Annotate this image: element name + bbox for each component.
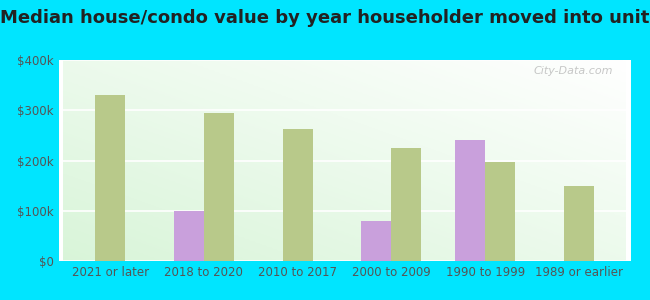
Text: City-Data.com: City-Data.com (534, 66, 614, 76)
Bar (204, 113, 234, 261)
Bar (485, 162, 515, 261)
Bar (95, 95, 125, 261)
Bar (455, 140, 485, 261)
Bar (564, 186, 594, 261)
Text: Median house/condo value by year householder moved into unit: Median house/condo value by year househo… (0, 9, 650, 27)
Bar (174, 211, 204, 261)
Bar (391, 148, 421, 261)
Bar (283, 129, 313, 261)
Bar (361, 221, 391, 261)
